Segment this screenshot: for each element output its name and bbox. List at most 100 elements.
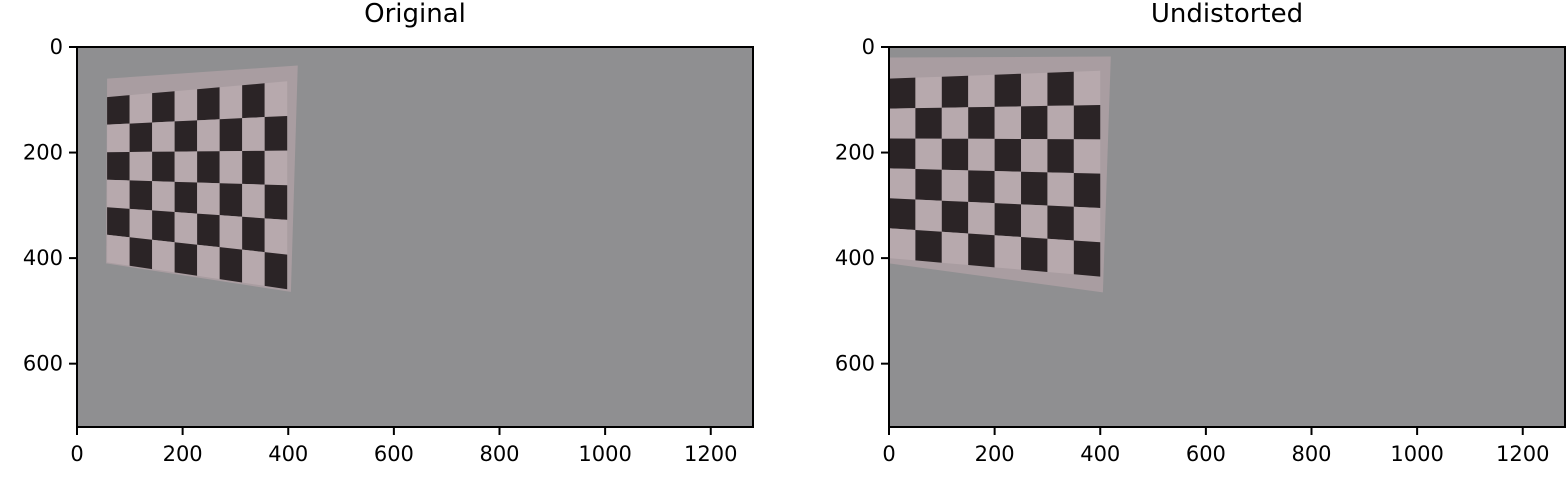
- axes-frame: [76, 46, 754, 428]
- light-square: [107, 123, 130, 153]
- x-tick-label: 1200: [1496, 442, 1549, 466]
- x-axis: 0 200 400 600 800 1000 1200: [70, 427, 737, 466]
- light-square: [152, 181, 175, 213]
- dark-square: [152, 91, 175, 123]
- panel-title: Undistorted: [1151, 0, 1303, 29]
- y-axis: 0 200 400 600: [23, 35, 77, 376]
- x-tick-label: 1000: [1390, 442, 1443, 466]
- light-square: [968, 201, 995, 236]
- dark-square: [152, 210, 175, 243]
- light-square: [264, 218, 288, 255]
- axes-frame: [888, 46, 1566, 428]
- light-square: [941, 169, 969, 202]
- light-square: [1047, 238, 1074, 275]
- dark-square: [889, 77, 916, 109]
- light-square: [107, 234, 130, 266]
- light-square: [129, 208, 153, 240]
- dark-square: [264, 252, 288, 290]
- light-square: [889, 228, 916, 261]
- light-square: [889, 108, 916, 139]
- x-tick-label: 1200: [684, 442, 737, 466]
- dark-square: [889, 138, 916, 170]
- light-square: [242, 183, 265, 219]
- dark-square: [915, 107, 942, 139]
- y-tick-label: 200: [835, 141, 875, 165]
- dark-square: [219, 247, 243, 283]
- light-square: [968, 74, 995, 108]
- dark-square: [197, 213, 220, 248]
- dark-square: [242, 216, 265, 253]
- checkerboard-image: [106, 65, 298, 292]
- light-square: [1073, 70, 1101, 106]
- dark-square: [174, 242, 198, 276]
- dark-square: [968, 170, 995, 204]
- light-square: [915, 199, 942, 232]
- dark-square: [941, 138, 969, 171]
- dark-square: [1047, 205, 1074, 241]
- light-square: [264, 150, 288, 186]
- dark-square: [1073, 240, 1101, 277]
- panel-title: Original: [364, 0, 466, 29]
- light-square: [1073, 206, 1101, 243]
- dark-square: [107, 95, 130, 125]
- dark-square: [264, 184, 288, 220]
- dark-square: [994, 73, 1022, 107]
- light-square: [1021, 139, 1048, 173]
- dark-square: [1047, 139, 1074, 174]
- light-square: [264, 81, 288, 118]
- light-square: [219, 151, 243, 184]
- dark-square: [915, 169, 942, 201]
- y-tick-label: 400: [23, 246, 63, 270]
- x-axis: 0 200 400 600 800 1000 1200: [882, 427, 1549, 466]
- dark-square: [129, 122, 153, 153]
- light-square: [242, 249, 265, 286]
- dark-square: [994, 138, 1022, 172]
- dark-square: [129, 237, 153, 270]
- light-square: [915, 76, 942, 109]
- light-square: [941, 231, 969, 266]
- light-square: [197, 119, 220, 152]
- light-square: [129, 151, 153, 182]
- x-tick-label: 400: [268, 442, 308, 466]
- light-square: [242, 117, 265, 152]
- light-square: [174, 212, 198, 245]
- light-square: [152, 239, 175, 273]
- dark-square: [1073, 173, 1101, 208]
- dark-square: [219, 183, 243, 217]
- x-tick-label: 400: [1080, 442, 1120, 466]
- undistorted-panel: Undistorted 0 200 400 600 800 1000 1200 0 200 40…: [835, 0, 1566, 466]
- y-tick-label: 200: [23, 141, 63, 165]
- dark-square: [197, 87, 220, 121]
- dark-square: [219, 118, 243, 152]
- light-square: [107, 179, 130, 209]
- dark-square: [994, 203, 1022, 237]
- y-tick-label: 0: [862, 35, 875, 59]
- light-square: [1021, 204, 1048, 239]
- light-square: [129, 93, 153, 124]
- dark-square: [941, 200, 969, 234]
- light-square: [915, 138, 942, 170]
- x-tick-label: 600: [1186, 442, 1226, 466]
- y-tick-label: 0: [50, 35, 63, 59]
- light-square: [941, 107, 969, 139]
- dark-square: [1021, 171, 1048, 206]
- dark-square: [107, 152, 130, 181]
- light-square: [1047, 105, 1074, 140]
- light-square: [994, 235, 1022, 270]
- light-square: [889, 168, 916, 200]
- dark-square: [264, 115, 288, 151]
- dark-square: [242, 83, 265, 119]
- x-tick-label: 200: [163, 442, 203, 466]
- x-tick-label: 0: [70, 442, 83, 466]
- light-square: [197, 244, 220, 280]
- dark-square: [197, 151, 220, 184]
- dark-square: [242, 150, 265, 185]
- x-tick-label: 0: [882, 442, 895, 466]
- light-square: [219, 85, 243, 120]
- light-square: [152, 121, 175, 152]
- x-tick-label: 1000: [578, 442, 631, 466]
- dark-square: [1073, 105, 1101, 140]
- dark-square: [1021, 237, 1048, 272]
- light-square: [994, 106, 1022, 140]
- x-tick-label: 800: [479, 442, 519, 466]
